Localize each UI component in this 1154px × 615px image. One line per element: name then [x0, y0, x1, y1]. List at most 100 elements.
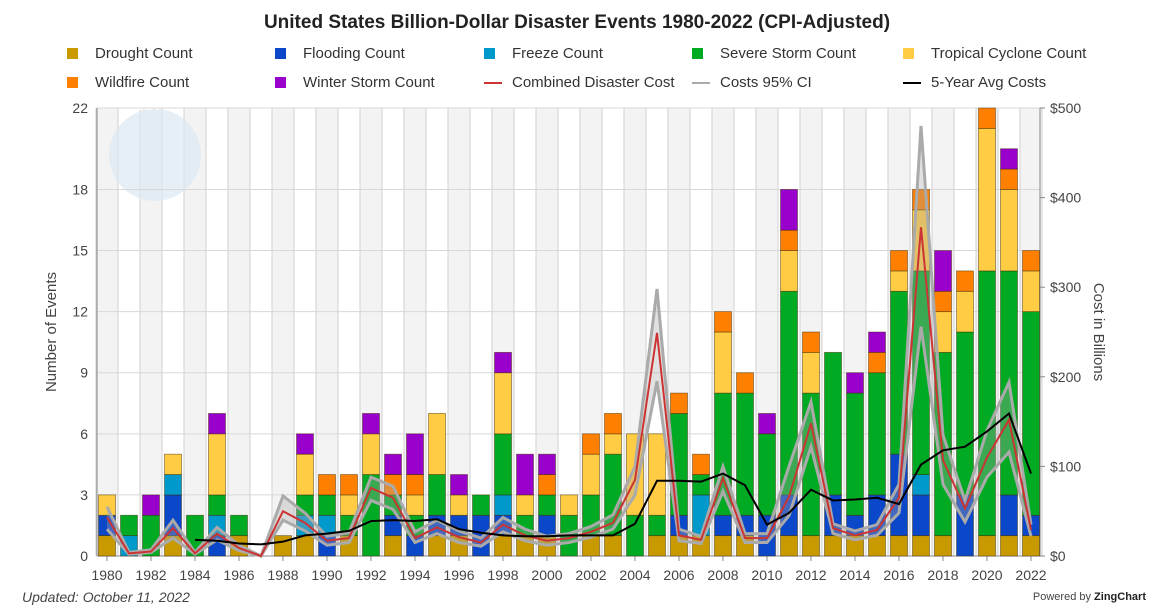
bar-flooding-count-2000 [538, 514, 556, 537]
bar-tropical-cyclone-count-1989 [296, 453, 314, 496]
legend-label: Flooding Count [303, 45, 405, 62]
y2-tick-label: $200 [1050, 369, 1081, 385]
bar-wildfire-count-1991 [340, 474, 358, 496]
column-band [448, 108, 470, 556]
bar-freeze-count-2017 [912, 474, 930, 496]
bar-tropical-cyclone-count-2011 [780, 250, 798, 292]
x-tick-label: 2014 [839, 567, 870, 583]
bar-winter-storm-count-1994 [406, 433, 424, 475]
x-tick-label: 1994 [399, 567, 430, 583]
bar-winter-storm-count-1993 [384, 453, 402, 475]
legend-label: Combined Disaster Cost [512, 74, 675, 91]
bar-drought-count-2020 [978, 535, 996, 557]
y2-tick-label: $0 [1050, 548, 1066, 564]
x-tick-label: 1996 [443, 567, 474, 583]
legend-item-costs-95-ci[interactable]: Costs 95% CI [692, 74, 812, 91]
legend-marker [67, 48, 78, 59]
bar-severe-storm-count-1986 [230, 514, 248, 537]
bar-severe-storm-count-1998 [494, 433, 512, 496]
x-tick-label: 2016 [883, 567, 914, 583]
bar-winter-storm-count-2018 [934, 250, 952, 292]
bar-drought-count-1998 [494, 535, 512, 557]
bar-tropical-cyclone-count-2019 [956, 290, 974, 333]
legend-item-wildfire-count[interactable]: Wildfire Count [67, 74, 189, 91]
x-tick-label: 1982 [135, 567, 166, 583]
bar-winter-storm-count-2015 [868, 331, 886, 353]
bar-severe-storm-count-2014 [846, 392, 864, 516]
bar-tropical-cyclone-count-1994 [406, 494, 424, 516]
legend-item-flooding-count[interactable]: Flooding Count [275, 45, 405, 62]
bar-drought-count-2011 [780, 535, 798, 557]
bar-winter-storm-count-1998 [494, 351, 512, 374]
legend-item-winter-storm-count[interactable]: Winter Storm Count [275, 74, 435, 91]
bar-severe-storm-count-2004 [626, 514, 644, 557]
bar-tropical-cyclone-count-1995 [428, 413, 446, 475]
legend-marker [692, 81, 710, 84]
powered-by[interactable]: Powered by ZingChart [1033, 591, 1146, 603]
bar-tropical-cyclone-count-2012 [802, 351, 820, 394]
x-tick-label: 2012 [795, 567, 826, 583]
y2-tick-label: $100 [1050, 458, 1081, 474]
legend-item-drought-count[interactable]: Drought Count [67, 45, 193, 62]
powered-prefix: Powered by [1032, 591, 1095, 603]
combined-cost-line [106, 227, 1032, 558]
bar-wildfire-count-2002 [582, 433, 600, 455]
bar-winter-storm-count-1996 [450, 474, 468, 496]
five-year-avg-line [194, 411, 1032, 546]
bar-severe-storm-count-2000 [538, 494, 556, 516]
legend-item-tropical-cyclone-count[interactable]: Tropical Cyclone Count [903, 45, 1086, 62]
bar-winter-storm-count-1989 [296, 433, 314, 455]
bar-wildfire-count-2022 [1022, 250, 1040, 272]
column-band [228, 108, 250, 556]
y2-axis-title: Cost in Billions [1090, 283, 1107, 381]
x-tick-label: 1992 [355, 567, 386, 583]
bar-wildfire-count-2012 [802, 331, 820, 353]
y-tick-label: 18 [72, 181, 88, 197]
bar-wildfire-count-2020 [978, 107, 996, 129]
y-tick-label: 22 [72, 100, 88, 116]
bar-winter-storm-count-1992 [362, 413, 380, 435]
legend-label: Drought Count [95, 45, 193, 62]
bar-wildfire-count-2006 [670, 392, 688, 414]
legend-marker [275, 77, 286, 88]
bar-winter-storm-count-2000 [538, 453, 556, 475]
bar-winter-storm-count-2021 [1000, 148, 1018, 170]
y-tick-label: 9 [80, 365, 88, 381]
x-tick-label: 2004 [619, 567, 650, 583]
bar-drought-count-2012 [802, 535, 820, 557]
legend-label: Tropical Cyclone Count [931, 45, 1087, 62]
bar-severe-storm-count-2007 [692, 474, 710, 496]
legend-item-combined-disaster-cost[interactable]: Combined Disaster Cost [484, 74, 675, 91]
legend-item-5-year-avg-costs[interactable]: 5-Year Avg Costs [903, 74, 1046, 91]
bar-winter-storm-count-2014 [846, 372, 864, 394]
chart-title: United States Billion-Dollar Disaster Ev… [263, 12, 891, 33]
x-tick-label: 2020 [971, 567, 1002, 583]
y-tick-label: 3 [80, 487, 88, 503]
bar-drought-count-2015 [868, 535, 886, 557]
legend-item-severe-storm-count[interactable]: Severe Storm Count [692, 45, 856, 62]
column-band [96, 108, 118, 556]
noaa-logo-text: NOAA [131, 97, 179, 114]
bar-wildfire-count-2008 [714, 311, 732, 333]
bar-tropical-cyclone-count-2008 [714, 331, 732, 394]
y-tick-label: 6 [80, 426, 88, 442]
bar-wildfire-count-2016 [890, 250, 908, 272]
x-tick-label: 1980 [91, 567, 122, 583]
bar-wildfire-count-2000 [538, 474, 556, 496]
bar-tropical-cyclone-count-2021 [1000, 189, 1018, 272]
bar-flooding-count-2017 [912, 494, 930, 537]
bar-tropical-cyclone-count-1996 [450, 494, 468, 516]
bar-freeze-count-1998 [494, 494, 512, 516]
bar-drought-count-2016 [890, 535, 908, 557]
x-tick-label: 1998 [487, 567, 518, 583]
bar-tropical-cyclone-count-1999 [516, 494, 534, 516]
bar-drought-count-2005 [648, 535, 666, 557]
bar-drought-count-2008 [714, 535, 732, 557]
column-band [184, 108, 206, 556]
bar-tropical-cyclone-count-2003 [604, 433, 622, 455]
legend-item-freeze-count[interactable]: Freeze Count [484, 45, 603, 62]
bar-drought-count-1989 [296, 535, 314, 557]
legend-label: Freeze Count [512, 45, 603, 62]
